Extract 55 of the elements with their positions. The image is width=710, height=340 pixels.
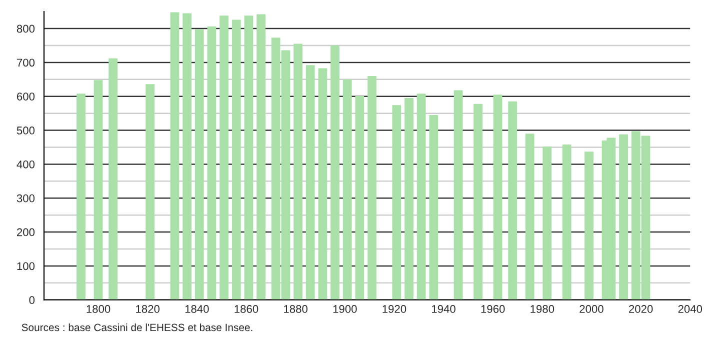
bar: [342, 79, 352, 300]
bar: [256, 14, 266, 300]
x-tick-label: 1800: [86, 305, 110, 313]
y-tick-label: 300: [16, 194, 35, 202]
bar: [584, 152, 594, 300]
x-tick-label: 1820: [136, 305, 160, 313]
y-tick-label: 500: [16, 126, 35, 134]
bar: [416, 94, 426, 300]
x-tick-label: 2040: [678, 305, 702, 313]
bar: [170, 12, 180, 300]
y-tick-label: 400: [16, 160, 35, 168]
x-tick-label: 2020: [629, 305, 653, 313]
bar: [76, 94, 86, 300]
bar: [562, 144, 572, 300]
bar: [429, 115, 438, 300]
bar: [508, 101, 518, 300]
bar: [94, 80, 103, 300]
bar: [454, 90, 463, 300]
y-tick-label: 200: [17, 228, 35, 236]
x-tick-label: 1860: [234, 305, 258, 313]
bar: [474, 104, 482, 300]
source-note: Sources : base Cassini de l'EHESS et base Insee.: [22, 323, 252, 332]
bar: [306, 65, 315, 300]
y-tick-label: 700: [17, 58, 35, 67]
bar: [207, 26, 216, 300]
bar: [392, 105, 402, 300]
bar: [244, 16, 254, 300]
bar: [330, 45, 340, 300]
x-tick-label: 1940: [432, 305, 456, 313]
x-tick-label: 1960: [481, 305, 505, 313]
x-tick-label: 1840: [185, 305, 209, 313]
y-tick-label: 0: [29, 296, 35, 304]
y-tick-label: 100: [17, 262, 35, 270]
x-tick-label: 1880: [284, 305, 308, 313]
bar: [525, 134, 534, 300]
bar: [182, 13, 192, 300]
bar: [493, 94, 502, 300]
x-tick-label: 1920: [382, 305, 406, 313]
bar: [294, 44, 302, 300]
bar: [146, 84, 154, 300]
bar: [108, 58, 118, 300]
x-tick-label: 2000: [580, 305, 604, 313]
bar: [220, 16, 228, 300]
bar: [194, 29, 204, 300]
y-tick-label: 600: [17, 92, 35, 100]
bar: [619, 134, 628, 300]
x-tick-label: 1980: [530, 305, 554, 313]
bar: [368, 76, 376, 300]
bar: [232, 20, 241, 300]
bar: [542, 146, 552, 300]
bar: [355, 96, 364, 300]
bar: [404, 98, 414, 300]
y-tick-label: 800: [16, 24, 35, 33]
x-tick-label: 1900: [333, 305, 357, 313]
bar: [318, 68, 328, 300]
